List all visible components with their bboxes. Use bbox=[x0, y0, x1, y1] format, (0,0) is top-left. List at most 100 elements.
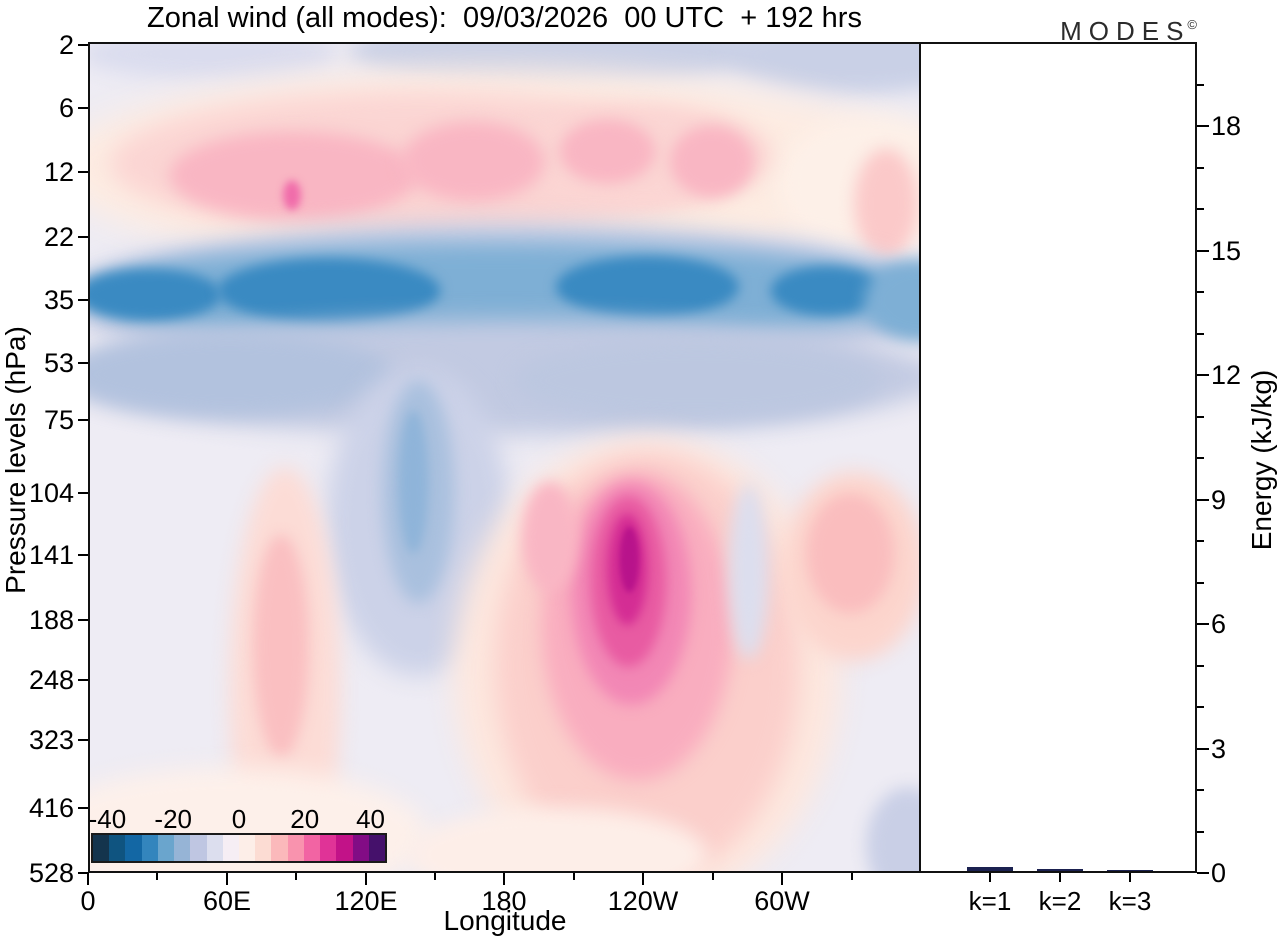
colorbar-swatches bbox=[91, 833, 387, 863]
energy-tick bbox=[1197, 249, 1209, 252]
colorbar-segment bbox=[109, 835, 126, 861]
longitude-tick bbox=[642, 873, 644, 885]
k-category-label: k=1 bbox=[968, 886, 1012, 916]
energy-minor-tick bbox=[1197, 706, 1204, 708]
pressure-tick bbox=[78, 299, 88, 301]
energy-minor-tick bbox=[1197, 457, 1204, 459]
energy-minor-tick bbox=[1197, 664, 1204, 667]
contour-blob bbox=[559, 119, 656, 184]
energy-minor-tick bbox=[1197, 415, 1204, 418]
pressure-tick bbox=[78, 419, 88, 421]
colorbar-segment bbox=[255, 835, 272, 861]
colorbar-segment bbox=[352, 835, 369, 861]
energy-tick-label: 0 bbox=[1211, 858, 1227, 888]
longitude-tick-label: 60W bbox=[754, 886, 810, 916]
energy-tick-label: 9 bbox=[1211, 484, 1227, 515]
pressure-tick-label: 528 bbox=[28, 858, 74, 888]
colorbar-segment bbox=[141, 835, 158, 861]
energy-minor-tick bbox=[1197, 789, 1204, 791]
contour-blob bbox=[670, 125, 754, 198]
pressure-tick-label: 416 bbox=[28, 793, 74, 823]
contour-blob bbox=[401, 121, 545, 202]
colorbar-segment bbox=[190, 835, 207, 861]
zonal-wind-contour-plot bbox=[88, 42, 921, 873]
colorbar-tick-label: 20 bbox=[290, 804, 320, 834]
contour-blob bbox=[253, 534, 309, 758]
modes-logo-text: MODES bbox=[1060, 16, 1191, 46]
energy-tick-label: 12 bbox=[1211, 360, 1242, 390]
pressure-tick-label: 188 bbox=[28, 605, 74, 635]
pressure-tick bbox=[78, 807, 88, 809]
longitude-tick bbox=[781, 873, 783, 885]
colorbar-segment bbox=[174, 835, 191, 861]
energy-minor-tick bbox=[1197, 332, 1204, 335]
contour-blob bbox=[866, 787, 919, 871]
colorbar-segment bbox=[287, 835, 304, 861]
longitude-minor-tick bbox=[573, 873, 575, 880]
energy-minor-tick bbox=[1197, 83, 1204, 86]
pressure-tick bbox=[78, 171, 88, 173]
k-category-label: k=2 bbox=[1038, 886, 1082, 916]
contour-blob bbox=[512, 338, 882, 423]
pressure-tick-label: 2 bbox=[58, 30, 74, 60]
pressure-tick-label: 104 bbox=[28, 478, 74, 508]
copyright-mark: © bbox=[1187, 17, 1197, 32]
energy-tick-label: 15 bbox=[1211, 235, 1242, 266]
pressure-tick-label: 248 bbox=[28, 665, 74, 695]
longitude-tick-label: 0 bbox=[80, 886, 96, 916]
energy-tick bbox=[1197, 374, 1209, 376]
colorbar-segment bbox=[157, 835, 175, 861]
pressure-tick-label: 323 bbox=[28, 725, 74, 755]
pressure-tick-label: 75 bbox=[43, 405, 74, 435]
energy-bar bbox=[1107, 869, 1153, 871]
colorbar-segment bbox=[320, 835, 337, 861]
contour-blob bbox=[90, 268, 222, 321]
contour-blob bbox=[217, 257, 441, 324]
energy-minor-tick bbox=[1197, 291, 1204, 293]
longitude-minor-tick bbox=[712, 873, 714, 880]
pressure-tick bbox=[78, 679, 88, 681]
longitude-tick-label: 120W bbox=[607, 886, 679, 916]
pressure-tick bbox=[78, 554, 88, 556]
colorbar-segment bbox=[271, 835, 288, 861]
pressure-tick-label: 6 bbox=[58, 93, 74, 123]
pressure-tick bbox=[78, 44, 88, 46]
longitude-tick bbox=[226, 873, 228, 885]
colorbar-segment bbox=[125, 835, 142, 861]
pressure-tick bbox=[78, 236, 88, 238]
longitude-tick bbox=[87, 873, 89, 885]
energy-minor-tick bbox=[1197, 830, 1204, 833]
energy-tick bbox=[1197, 747, 1209, 750]
energy-minor-tick bbox=[1197, 166, 1204, 169]
pressure-tick-label: 35 bbox=[43, 285, 74, 315]
energy-bar-panel bbox=[919, 42, 1197, 873]
pressure-tick bbox=[78, 362, 88, 364]
energy-tick-label: 3 bbox=[1211, 733, 1227, 764]
contour-field bbox=[90, 44, 919, 871]
colorbar-segment bbox=[222, 835, 239, 861]
contour-blob bbox=[90, 332, 394, 417]
k-tick bbox=[989, 873, 991, 882]
contour-blob bbox=[521, 481, 578, 592]
pressure-tick-label: 141 bbox=[28, 540, 74, 570]
energy-bar bbox=[1037, 869, 1083, 871]
modes-logo: MODES© bbox=[1050, 16, 1200, 47]
energy-tick bbox=[1197, 623, 1209, 625]
pressure-tick bbox=[78, 872, 88, 874]
contour-blob bbox=[806, 493, 895, 614]
pressure-tick bbox=[78, 619, 88, 621]
colorbar-labels: -40 -20 0 20 40 bbox=[89, 804, 387, 834]
energy-tick-label: 18 bbox=[1211, 111, 1242, 141]
contour-blob bbox=[619, 526, 640, 593]
colorbar-segment bbox=[93, 835, 110, 861]
colorbar-tick-label: -20 bbox=[154, 804, 193, 834]
colorbar-segment bbox=[368, 835, 385, 861]
contour-blob bbox=[728, 483, 769, 660]
colorbar-tick-label: -40 bbox=[88, 804, 127, 834]
energy-minor-tick bbox=[1197, 208, 1204, 210]
contour-blob bbox=[726, 44, 919, 94]
contour-blob bbox=[770, 265, 883, 316]
energy-tick bbox=[1197, 872, 1209, 874]
k-category-label: k=3 bbox=[1108, 886, 1152, 916]
